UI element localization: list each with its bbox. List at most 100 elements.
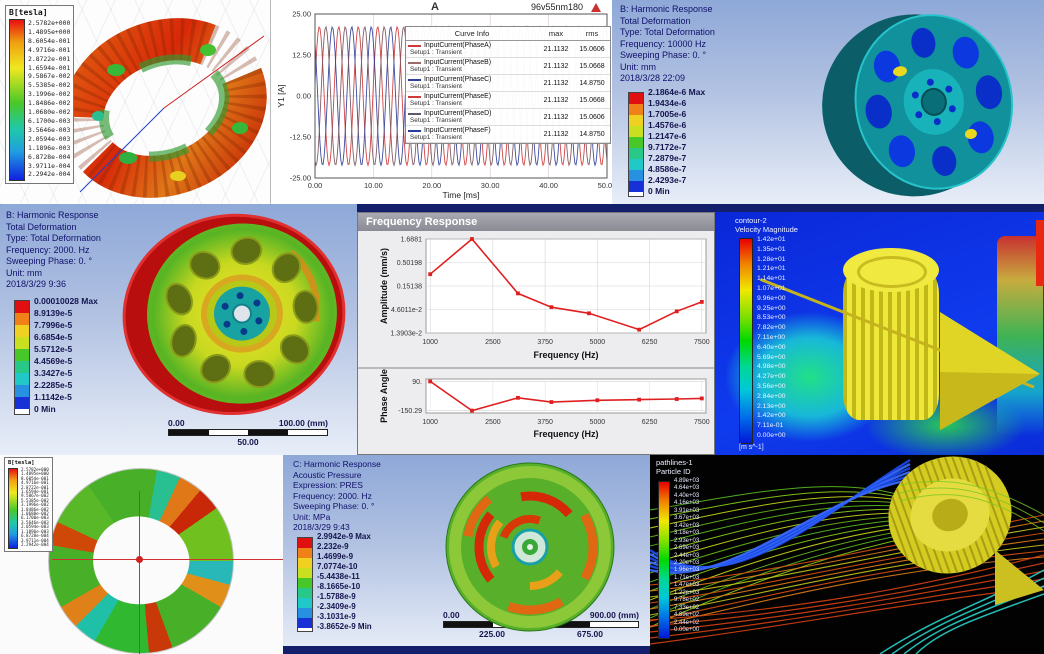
legend-header-curve-info: Curve Info	[454, 29, 490, 38]
scale-ruler: 0.00 100.00 (mm) 50.00	[168, 418, 328, 447]
panel-cfd-velocity[interactable]: contour-2 Velocity Magnitude 1.42e+01 1.35…	[715, 212, 1044, 455]
info-line: Frequency: 2000. Hz	[293, 490, 372, 501]
colorbar-value: 8.6054e-001	[28, 36, 71, 45]
legend-header-max: max	[548, 29, 564, 38]
deformation-colorbar: 2.1864e-6 Max 1.9434e-6 1.7005e-6 1.4576e-6…	[628, 87, 705, 197]
colorbar-cell	[629, 126, 643, 137]
colorbar-label: 2.4293e-7	[648, 175, 687, 185]
colorbar-value: 6.40e+00	[757, 343, 786, 351]
window-titlebar[interactable]: Frequency Response	[358, 213, 714, 231]
colorbar-value: 1.71e+03	[674, 574, 700, 581]
colorbar-cell	[298, 598, 312, 608]
bfield-colorbar-bottom: B[tesla] 2.5782e+000 1.4895e+000 8.6054e-0…	[4, 457, 53, 552]
panel-input-current-plot[interactable]: 25.00 12.50 0.00 -12.50 -25.00 0.00 10.00 20.00…	[270, 0, 614, 204]
colorbar-label: 0 Min	[34, 404, 56, 414]
panel-pathlines[interactable]: pathlines-1 Particle ID 4.89e+03 4.64e+03 4…	[650, 455, 1044, 654]
series-rms: 15.0606	[579, 45, 605, 53]
panel-harmonic-top-right[interactable]: B: Harmonic Response Total Deformation Typ…	[612, 0, 1044, 204]
result-info-block: B: Harmonic Response Total Deformation Typ…	[620, 4, 715, 85]
colorbar-value: 1.07e+01	[757, 284, 786, 292]
colorbar-label: 9.7172e-7	[648, 142, 687, 152]
svg-text:20.00: 20.00	[422, 181, 441, 190]
colorbar-label: -3.8652e-9 Min	[317, 622, 372, 631]
info-line: B: Harmonic Response	[6, 210, 99, 220]
legend-row: InputCurrent(PhaseC) Setup1 : Transient …	[406, 75, 610, 92]
svg-text:40.00: 40.00	[539, 181, 558, 190]
panel-frequency-response[interactable]: Frequency Response 1.6881 0.50198 0.15138 4…	[357, 212, 715, 455]
colorbar-cell	[15, 361, 29, 373]
series-color-chip	[408, 129, 421, 132]
colorbar-value: 3.9711e-004	[28, 161, 71, 170]
colorbar-label: -8.1665e-10	[317, 582, 361, 591]
ruler-max: 900.00 (mm)	[589, 610, 639, 620]
colorbar-title: B[tesla]	[8, 460, 35, 466]
colorbar-value: 4.89e+02	[674, 612, 700, 619]
pressure-colorbar: 2.9942e-9 Max 2.232e-9 1.4699e-9 7.0774e-10…	[297, 532, 372, 632]
svg-text:10.00: 10.00	[364, 181, 383, 190]
colorbar-value: 1.4895e+000	[28, 27, 71, 36]
pathlines-name: pathlines-1	[656, 458, 693, 467]
colorbar-cell	[15, 373, 29, 385]
svg-text:25.00: 25.00	[292, 10, 311, 19]
svg-text:6250: 6250	[642, 339, 658, 346]
colorbar-cell	[15, 301, 29, 313]
svg-text:50.00: 50.00	[598, 181, 613, 190]
ruler-min: 0.00	[168, 418, 185, 428]
colorbar-value: 5.69e+00	[757, 353, 786, 361]
colorbar-value: 3.9711e-004	[21, 537, 49, 543]
colorbar-value: 4.9716e-001	[21, 480, 49, 486]
y-axis-label: Y1 [A]	[276, 84, 286, 108]
info-line: Frequency: 2000. Hz	[6, 244, 90, 255]
colorbar-cell	[15, 337, 29, 349]
colorbar-value: 2.20e+03	[674, 559, 700, 566]
info-line: Unit: mm	[6, 267, 42, 278]
panel-maxwell-field-bottom[interactable]: B[tesla] 2.5782e+000 1.4895e+000 8.6054e-0…	[0, 455, 283, 654]
streamlines-render	[650, 456, 1044, 654]
velocity-max-patch	[1036, 220, 1044, 286]
colorbar-cell	[629, 159, 643, 170]
svg-text:90.: 90.	[412, 379, 422, 386]
spinner-cone	[940, 312, 1040, 430]
colorbar-value: 1.28e+01	[757, 255, 786, 263]
colorbar-title: B[tesla]	[9, 8, 48, 17]
colorbar-value: 1.96e+03	[674, 567, 700, 574]
colorbar-value: 2.5782e+000	[28, 19, 71, 27]
rainbow-colorbar	[8, 468, 18, 549]
colorbar-value: 7.82e+00	[757, 324, 786, 332]
series-color-chip	[408, 61, 421, 64]
colorbar-value: 4.27e+00	[757, 373, 786, 381]
series-color-chip	[408, 95, 421, 98]
svg-text:4.6011e-2: 4.6011e-2	[391, 307, 422, 314]
colorbar-label: 7.7996e-5	[34, 320, 73, 330]
colorbar-label: 6.6854e-5	[34, 332, 73, 342]
colorbar-label: 7.2879e-7	[648, 153, 687, 163]
colorbar-cell	[629, 148, 643, 159]
colorbar-value: 6.8728e-004	[28, 152, 71, 161]
panel-maxwell-field-top[interactable]: B[tesla] 2.5782e+000 1.4895e+000 8.6054e-0…	[0, 0, 270, 204]
window-title: Frequency Response	[366, 216, 478, 228]
series-color-chip	[408, 78, 421, 81]
colorbar-value: 1.8486e-002	[21, 506, 49, 512]
info-line: Sweeping Phase: 0. °	[620, 50, 707, 60]
colorbar-cell	[629, 137, 643, 148]
series-color-chip	[408, 112, 421, 115]
colorbar-value: 9.5867e-002	[28, 72, 71, 81]
ruler-q3: 675.00	[577, 629, 603, 639]
panel-acoustic-pressure[interactable]: 0.00 900.00 (mm) 225.00 675.00 C: Harmonic…	[283, 455, 650, 654]
colorbar-value: 1.42e+00	[757, 412, 786, 420]
colorbar-label: -1.5788e-9	[317, 592, 356, 601]
colorbar-value: 3.42e+03	[674, 522, 700, 529]
colorbar-label: -2.3409e-9	[317, 602, 356, 611]
colorbar-value: 4.9716e-001	[28, 45, 71, 54]
amplitude-x-axis-label: Frequency (Hz)	[533, 350, 599, 360]
svg-text:-150.29: -150.29	[398, 408, 422, 415]
colorbar-cell	[298, 578, 312, 588]
frequency-response-charts: 1.68810.501980.151384.6011e-21.3903e-210…	[358, 237, 714, 426]
info-line: Unit: MPa	[293, 511, 331, 522]
colorbar-value: 3.91e+03	[674, 507, 700, 514]
panel-harmonic-mid-left[interactable]: B: Harmonic Response Total Deformation Typ…	[0, 204, 357, 455]
colorbar-value: 1.1896e-003	[28, 143, 71, 152]
svg-text:3750: 3750	[537, 419, 553, 426]
colorbar-cell	[298, 538, 312, 548]
colorbar-value: 0.00e+00	[757, 431, 786, 439]
